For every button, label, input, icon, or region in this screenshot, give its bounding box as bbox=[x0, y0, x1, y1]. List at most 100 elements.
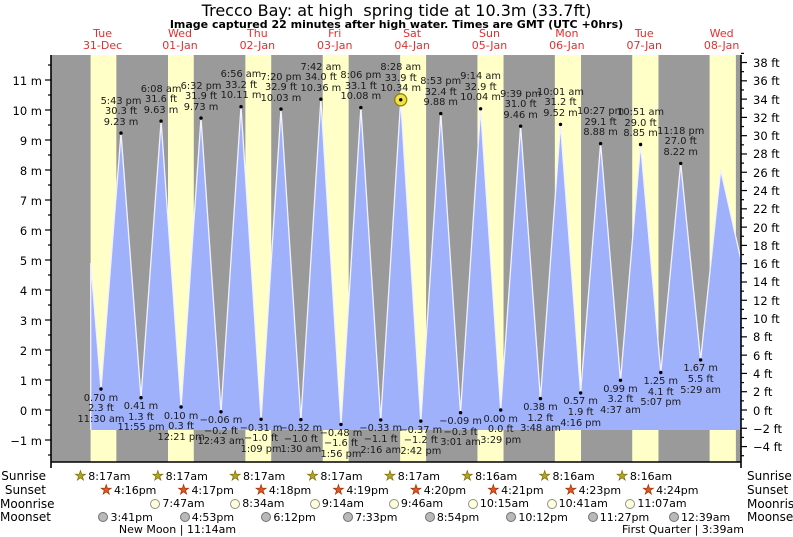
tide-point-dot bbox=[598, 141, 603, 146]
tide-point-dot bbox=[538, 396, 543, 401]
sunrise-entry: ★ 8:17am bbox=[229, 469, 285, 483]
moonset-time: 10:12pm bbox=[518, 510, 568, 524]
row-label-sunrise-left: Sunrise bbox=[1, 469, 46, 483]
day-weekday: Thu bbox=[247, 27, 268, 40]
tide-height-m: 8.22 m bbox=[663, 147, 698, 159]
sunrise-entry: ★ 8:17am bbox=[152, 469, 208, 483]
tide-height-m: 0.70 m bbox=[83, 392, 119, 404]
sunset-entry: ★ 4:17pm bbox=[177, 483, 233, 497]
tide-height-m: 1.67 m bbox=[683, 363, 718, 375]
moonrise-time: 9:14am bbox=[321, 497, 364, 510]
tide-time: 1:30 am bbox=[280, 444, 322, 456]
left-axis-tick-label: 8 m bbox=[19, 163, 42, 178]
tide-point-dot bbox=[698, 358, 703, 362]
moonset-circle-icon bbox=[506, 512, 517, 522]
tide-time: 6:56 am bbox=[220, 69, 262, 81]
tide-time: 3:29 pm bbox=[480, 434, 522, 446]
sunset-time: 4:20pm bbox=[423, 483, 467, 497]
day-header: Tue 07-Jan bbox=[604, 28, 684, 51]
left-axis-tick-label: 2 m bbox=[19, 343, 42, 358]
tide-point-dot bbox=[458, 411, 463, 415]
tide-time: 8:28 am bbox=[380, 62, 422, 74]
tide-height-ft: −1.2 ft bbox=[403, 435, 438, 447]
tide-height-m: −0.48 m bbox=[319, 427, 363, 439]
sunrise-star-icon: ★ bbox=[229, 468, 242, 484]
sunrise-time: 8:17am bbox=[88, 469, 131, 483]
sunrise-star-icon: ★ bbox=[151, 468, 164, 484]
tide-point-dot bbox=[159, 119, 163, 123]
tide-time: 11:55 pm bbox=[117, 422, 165, 434]
high-tide-annotation: 8:28 am 33.9 ft 10.34 m bbox=[380, 63, 421, 95]
tide-point-dot bbox=[199, 116, 203, 120]
tide-time: 12:21 pm bbox=[157, 431, 205, 443]
low-tide-annotation: 0.57 m 1.9 ft 4:16 pm bbox=[560, 397, 601, 429]
tide-time: 9:14 am bbox=[460, 71, 501, 83]
tide-height-ft: 33.1 ft bbox=[344, 80, 377, 92]
day-date: 07-Jan bbox=[626, 38, 663, 52]
tide-height-m: 0.99 m bbox=[603, 383, 638, 395]
tide-height-m: 0.38 m bbox=[523, 402, 558, 414]
tide-point-dot bbox=[239, 105, 243, 109]
tide-time: 1:09 pm bbox=[240, 443, 282, 455]
moonset-time: 7:33pm bbox=[355, 510, 398, 524]
tide-point-dot bbox=[279, 107, 283, 111]
tide-height-ft: 31.9 ft bbox=[185, 91, 218, 103]
row-label-moonset-right: Moonset bbox=[747, 510, 793, 524]
row-label-sunrise-right: Sunrise bbox=[747, 469, 792, 483]
tide-point-dot bbox=[259, 417, 263, 421]
chart-subtitle: Image captured 22 minutes after high wat… bbox=[169, 18, 624, 31]
left-axis-tick-label: 4 m bbox=[19, 283, 42, 298]
tide-height-ft: 0.0 ft bbox=[487, 424, 514, 436]
moon-phase-label: First Quarter | 3:39am bbox=[622, 523, 744, 536]
left-axis-tick-label: 6 m bbox=[19, 223, 42, 238]
moonrise-circle-icon bbox=[546, 498, 557, 509]
tide-time: 12:43 am bbox=[197, 436, 245, 448]
low-tide-annotation: 0.10 m 0.3 ft 12:21 pm bbox=[157, 410, 205, 444]
moonset-entry: 10:12pm bbox=[506, 510, 568, 524]
tide-point-dot bbox=[618, 378, 623, 382]
moonrise-time: 9:46am bbox=[400, 497, 444, 510]
tide-height-m: 8.85 m bbox=[623, 128, 658, 140]
sunset-star-icon: ★ bbox=[255, 482, 267, 498]
tide-height-ft: −1.0 ft bbox=[244, 433, 279, 445]
tide-time: 2:42 pm bbox=[400, 445, 442, 457]
tide-point-dot bbox=[399, 98, 403, 102]
sunset-entry: ★ 4:24pm bbox=[642, 483, 698, 497]
sunrise-entry: ★ 8:17am bbox=[306, 469, 362, 483]
sunset-time: 4:16pm bbox=[114, 483, 157, 497]
tide-height-m: 0.10 m bbox=[163, 410, 199, 422]
tide-time: 4:16 pm bbox=[560, 417, 602, 429]
tide-point-dot bbox=[679, 161, 683, 166]
tide-height-ft: 27.0 ft bbox=[664, 136, 697, 148]
day-weekday: Mon bbox=[555, 27, 579, 40]
day-date: 31-Dec bbox=[82, 38, 123, 52]
tide-time: 5:29 am bbox=[680, 384, 721, 396]
low-tide-annotation: 0.38 m 1.2 ft 3:48 am bbox=[520, 402, 561, 435]
low-tide-annotation: −0.32 m −1.0 ft 1:30 am bbox=[280, 423, 323, 456]
moonset-time: 6:12pm bbox=[273, 510, 316, 524]
sunrise-time: 8:17am bbox=[165, 469, 208, 483]
tide-height-ft: 31.0 ft bbox=[504, 99, 537, 111]
day-weekday: Tue bbox=[634, 27, 654, 40]
high-tide-annotation: 6:32 pm 31.9 ft 9.73 m bbox=[181, 81, 222, 114]
tide-height-ft: 31.6 ft bbox=[145, 94, 178, 106]
tide-time: 8:53 pm bbox=[420, 76, 462, 88]
day-date: 08-Jan bbox=[703, 38, 740, 52]
day-weekday: Sun bbox=[479, 27, 500, 40]
right-axis-tick-label: 20 ft bbox=[753, 220, 780, 235]
tide-height-m: 8.88 m bbox=[583, 127, 618, 139]
sunset-time: 4:18pm bbox=[268, 483, 312, 497]
left-axis-tick-label: 11 m bbox=[12, 73, 43, 88]
left-axis-tick-label: 5 m bbox=[19, 253, 42, 268]
sunset-entry: ★ 4:21pm bbox=[487, 483, 543, 497]
tide-height-ft: 32.9 ft bbox=[264, 82, 298, 94]
tide-height-ft: −1.6 ft bbox=[323, 438, 358, 450]
day-date: 06-Jan bbox=[549, 38, 585, 52]
tide-height-ft: −1.1 ft bbox=[363, 433, 398, 445]
low-tide-annotation: −0.06 m −0.2 ft 12:43 am bbox=[198, 416, 245, 448]
tide-height-m: 1.25 m bbox=[643, 376, 679, 387]
moonset-entry: 6:12pm bbox=[261, 510, 316, 524]
moonset-circle-icon bbox=[343, 512, 354, 522]
right-axis-tick-label: 14 ft bbox=[753, 275, 780, 290]
day-weekday: Wed bbox=[167, 27, 192, 40]
